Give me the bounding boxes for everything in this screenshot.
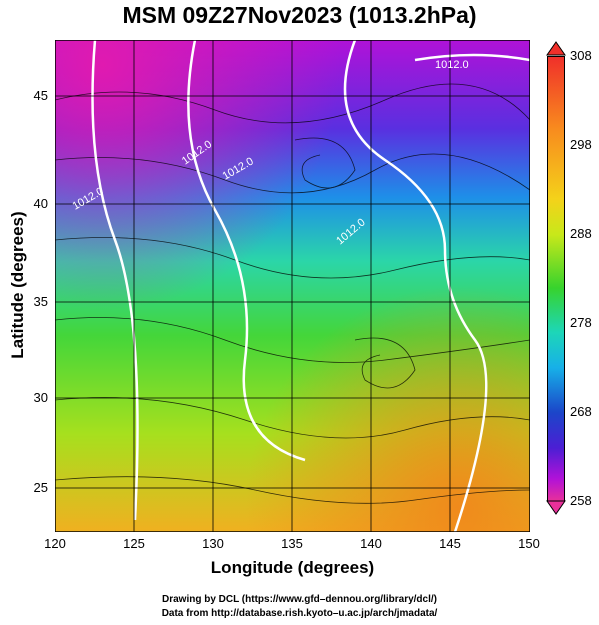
colorbar-tick-label: 258	[570, 493, 592, 508]
x-tick-label: 125	[123, 536, 145, 551]
colorbar-min-arrow	[546, 500, 566, 515]
colorbar-max-arrow	[546, 41, 566, 56]
x-tick-label: 135	[281, 536, 303, 551]
isobars	[91, 40, 530, 532]
colorbar	[547, 56, 565, 502]
page-title: MSM 09Z27Nov2023 (1013.2hPa)	[122, 2, 477, 28]
colorbar-tick-label: 268	[570, 404, 592, 419]
footer-credit-data: Data from http://database.rish.kyoto–u.a…	[161, 608, 438, 619]
colorbar-tick-label: 308	[570, 48, 592, 63]
x-axis-label: Longitude (degrees)	[210, 558, 375, 577]
x-tick-label: 145	[439, 536, 461, 551]
y-tick-label: 45	[33, 88, 48, 103]
y-axis-label: Latitude (degrees)	[8, 211, 27, 359]
colorbar-tick-label: 288	[570, 226, 592, 241]
x-tick-label: 140	[360, 536, 382, 551]
y-tick-label: 40	[33, 196, 48, 211]
y-tick-label: 25	[33, 480, 48, 495]
x-tick-label: 150	[518, 536, 540, 551]
y-tick-label: 30	[33, 390, 48, 405]
x-tick-label: 130	[202, 536, 224, 551]
x-tick-label: 120	[44, 536, 66, 551]
colorbar-tick-label: 298	[570, 137, 592, 152]
y-tick-label: 35	[33, 294, 48, 309]
colorbar-tick-label: 278	[570, 315, 592, 330]
map-plot	[55, 40, 530, 532]
footer-credit-drawing: Drawing by DCL (https://www.gfd–dennou.o…	[161, 594, 437, 605]
map-grid	[55, 40, 530, 532]
